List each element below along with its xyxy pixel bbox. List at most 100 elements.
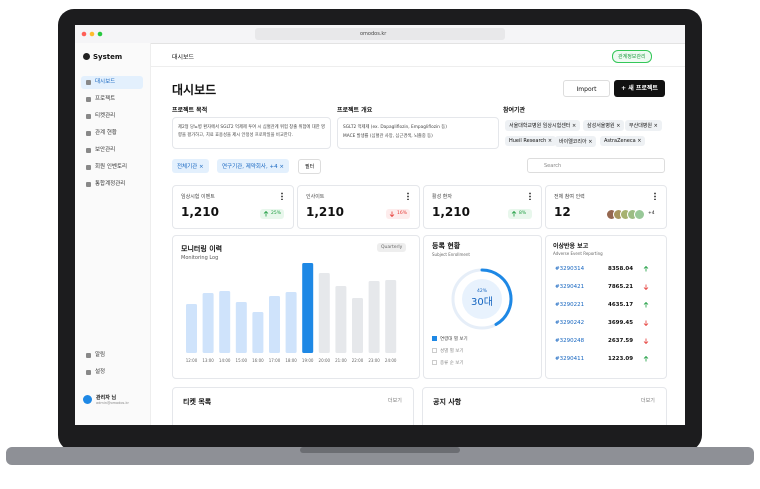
logo: System bbox=[93, 53, 123, 61]
institution-chip[interactable]: 부산대병원 × bbox=[625, 120, 662, 131]
bar bbox=[235, 302, 247, 353]
menu-item[interactable]: 티켓관리 bbox=[81, 110, 143, 123]
bar bbox=[352, 298, 363, 353]
user-name: 관리자 님 bbox=[96, 395, 117, 401]
checkbox[interactable] bbox=[432, 360, 437, 365]
overview-box: SGLT2 억제제 (ex. Dapagliflozin, Empagliflo… bbox=[337, 117, 499, 149]
event-value: 1223.09 bbox=[608, 356, 634, 362]
bar bbox=[186, 304, 197, 353]
menu-item[interactable]: 설정 bbox=[81, 366, 143, 379]
bar bbox=[202, 293, 214, 353]
event-value: 4635.17 bbox=[608, 302, 634, 308]
stat-value: 1,210 bbox=[432, 205, 470, 219]
option-label: 연령대 별 보기 bbox=[440, 337, 468, 342]
trend-icon bbox=[643, 266, 649, 272]
arrow bbox=[389, 211, 395, 217]
checkbox[interactable] bbox=[432, 348, 437, 353]
change-value: 8% bbox=[519, 211, 527, 216]
institution-chip[interactable]: 삼성서울병원 × bbox=[583, 120, 625, 131]
stat-card: 전체 참여 인력 12 +4 bbox=[545, 185, 667, 229]
import-button[interactable]: Import bbox=[563, 80, 610, 97]
overview-line: SGLT2 억제제 (ex. Dapagliflozin, Empagliflo… bbox=[343, 125, 447, 130]
change-badge: 16% bbox=[386, 209, 410, 219]
menu-dots bbox=[529, 192, 531, 200]
checkbox[interactable] bbox=[432, 336, 437, 341]
monitoring-card: 모니터링 이력 Monitoring Log Quarterly 12:00 13… bbox=[172, 235, 420, 379]
dropdown[interactable]: Quarterly bbox=[377, 243, 407, 252]
trend-icon bbox=[643, 356, 649, 362]
x-tick-label: 21:00 bbox=[335, 358, 347, 363]
event-value: 8358.04 bbox=[608, 266, 634, 272]
arrow bbox=[643, 338, 649, 344]
filter-chip[interactable]: 연구기관, 제약회사, +4 × bbox=[217, 159, 289, 173]
option[interactable]: 성별 별 보기 bbox=[432, 348, 464, 354]
address-bar[interactable] bbox=[255, 28, 505, 40]
event-value: 7865.21 bbox=[608, 284, 634, 290]
menu-item[interactable]: 관계 현황 bbox=[81, 127, 143, 140]
card-title: 공지 사항 bbox=[433, 398, 462, 406]
trend-icon bbox=[643, 338, 649, 344]
stat-card: 임상시험 이벤트 1,210 25% bbox=[172, 185, 294, 229]
menu-item[interactable]: 알림 bbox=[81, 349, 143, 362]
institution-chip[interactable]: AstraZeneca × bbox=[600, 136, 646, 146]
option[interactable]: 종류 순 보기 bbox=[432, 360, 464, 366]
menu-item[interactable]: 프로젝트 bbox=[81, 93, 143, 106]
arrow bbox=[511, 211, 517, 217]
window-controls bbox=[81, 31, 103, 37]
institution-chip[interactable]: 서울대학교병원 임상시험센터 × bbox=[505, 120, 581, 131]
event-id: #3290221 bbox=[555, 302, 585, 308]
filter-chip[interactable]: 전체기관 × bbox=[172, 159, 209, 173]
x-tick-label: 12:00 bbox=[186, 358, 198, 363]
new-project-button[interactable]: + 새 프로젝트 bbox=[614, 80, 665, 97]
arrow bbox=[263, 211, 269, 217]
more-link[interactable]: 더보기 bbox=[641, 398, 655, 404]
arrow bbox=[643, 356, 649, 362]
tickets-card: 티켓 목록 더보기 bbox=[172, 387, 414, 425]
event-value: 3699.45 bbox=[608, 320, 634, 326]
bar bbox=[385, 280, 397, 353]
menu-item[interactable]: 통합계정관리 bbox=[81, 178, 143, 191]
bar bbox=[219, 291, 231, 353]
change-value: 25% bbox=[271, 211, 282, 216]
filter-button[interactable]: 필터 bbox=[298, 159, 322, 174]
event-id: #3290411 bbox=[555, 356, 585, 362]
institution-chip[interactable]: Hueil Research × bbox=[505, 136, 557, 146]
option[interactable]: 연령대 별 보기 bbox=[432, 336, 468, 342]
screen: omodos.kr System 대시보드 프로젝트 티켓관리 관계 현황 보안… bbox=[75, 25, 685, 425]
donut-inner bbox=[462, 279, 502, 319]
avatar bbox=[634, 209, 645, 220]
menu-item[interactable]: 회원 인벤토리 bbox=[81, 161, 143, 174]
laptop-notch bbox=[300, 447, 460, 453]
stat-label: 활성 환자 bbox=[432, 194, 452, 200]
user-email: admin@omodos.kr bbox=[96, 401, 129, 405]
divider bbox=[150, 66, 685, 67]
x-tick-label: 19:00 bbox=[302, 358, 314, 363]
bar bbox=[252, 312, 264, 353]
menu-item[interactable]: 보안관리 bbox=[81, 144, 143, 157]
top-button[interactable]: 관계정보관리 bbox=[612, 50, 652, 63]
option-label: 종류 순 보기 bbox=[440, 361, 464, 366]
browser-bar: omodos.kr bbox=[75, 25, 685, 44]
trend-icon bbox=[643, 284, 649, 290]
x-tick-label: 23:00 bbox=[368, 358, 380, 363]
event-value: 2637.59 bbox=[608, 338, 634, 344]
menu-item[interactable]: 대시보드 bbox=[81, 76, 143, 89]
x-tick-label: 13:00 bbox=[202, 358, 214, 363]
card-subtitle: Subject Enrollment bbox=[432, 252, 470, 257]
event-id: #3290421 bbox=[555, 284, 585, 290]
logo-icon bbox=[83, 53, 90, 60]
bar bbox=[335, 286, 347, 353]
arrow bbox=[643, 284, 649, 290]
menu-dots bbox=[654, 192, 656, 200]
bar bbox=[368, 281, 380, 353]
institution-chip[interactable]: 바이엘코리아 × bbox=[555, 136, 597, 147]
option-label: 성별 별 보기 bbox=[440, 349, 464, 354]
x-tick-label: 15:00 bbox=[236, 358, 248, 363]
donut-arc bbox=[480, 268, 513, 326]
menu-dots bbox=[407, 192, 409, 200]
trend-icon bbox=[643, 320, 649, 326]
search-input[interactable]: Search bbox=[527, 158, 665, 173]
change-badge: 8% bbox=[508, 209, 532, 219]
more-link[interactable]: 더보기 bbox=[388, 398, 402, 404]
